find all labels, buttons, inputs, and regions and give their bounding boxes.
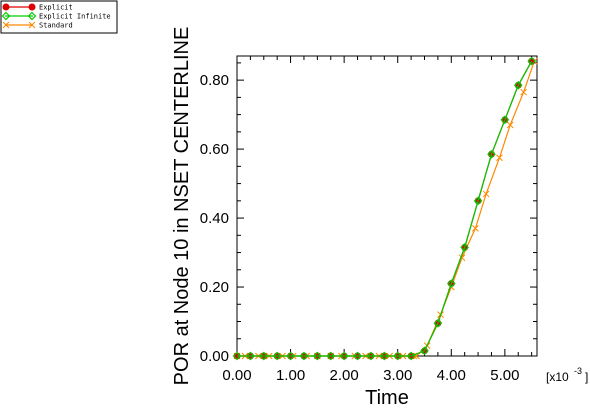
data-point-x	[520, 88, 527, 96]
data-point-diamond	[259, 351, 269, 361]
data-point-circle	[2, 3, 10, 11]
x-tick-label: 0.00	[222, 367, 251, 384]
x-multiplier-base: [x10	[546, 370, 569, 384]
legend-box	[0, 0, 118, 34]
legend-item: Standard	[2, 21, 73, 30]
x-multiplier-close: ]	[585, 370, 588, 384]
data-point-diamond	[433, 318, 443, 328]
y-axis-title: POR at Node 10 in NSET CENTERLINE	[171, 27, 193, 386]
series-line	[237, 60, 533, 357]
data-point-diamond	[406, 351, 416, 361]
series-layer	[232, 56, 538, 361]
series-line	[237, 60, 533, 357]
data-point-x	[413, 352, 420, 360]
x-tick-label: 4.00	[437, 367, 466, 384]
data-point-diamond	[487, 149, 496, 159]
series-standard	[233, 57, 538, 360]
data-point-x	[28, 21, 36, 29]
data-point-diamond	[473, 196, 483, 206]
legend-label: Explicit Infinite	[39, 13, 111, 21]
x-tick-label: 5.00	[490, 367, 519, 384]
data-point-diamond	[313, 351, 322, 361]
y-tick-label: 0.60	[200, 141, 229, 158]
data-point-diamond	[500, 115, 510, 125]
plot-frame	[236, 55, 538, 357]
x-tick-label: 2.00	[330, 367, 359, 384]
data-point-diamond	[246, 351, 255, 361]
legend-label: Standard	[39, 22, 73, 30]
data-point-diamond	[232, 351, 242, 361]
data-point-diamond	[460, 243, 470, 252]
data-point-diamond	[379, 351, 389, 361]
data-point-diamond	[286, 351, 295, 361]
series-explicit	[233, 57, 536, 360]
data-point-diamond	[513, 80, 523, 90]
data-point-diamond	[272, 351, 282, 361]
axis-ticks	[236, 56, 537, 357]
series-line	[237, 60, 535, 357]
x-tick-label: 3.00	[383, 367, 412, 384]
x-multiplier: [x10 -3 ]	[546, 366, 588, 384]
data-point-circle	[28, 3, 36, 11]
data-point-diamond	[299, 351, 309, 361]
legend-item: Explicit Infinite	[1, 11, 111, 21]
data-point-diamond	[393, 351, 403, 361]
data-point-diamond	[446, 279, 456, 288]
y-tick-label: 0.00	[200, 348, 229, 365]
data-point-x	[472, 225, 479, 232]
series-explicit-infinite	[232, 56, 536, 361]
data-point-diamond	[366, 351, 376, 361]
tick-labels: 0.00 1.00 2.00 3.00 4.00 5.00 0.00 0.20 0.40 0.60…	[200, 72, 520, 384]
data-point-x	[2, 21, 10, 29]
y-tick-label: 0.80	[200, 72, 229, 89]
data-point-x	[496, 154, 503, 162]
data-point-x	[482, 190, 490, 198]
data-point-x	[506, 121, 514, 129]
data-point-diamond	[527, 56, 536, 66]
y-tick-label: 0.40	[200, 210, 229, 227]
data-point-diamond	[420, 346, 429, 356]
x-tick-label: 1.00	[276, 367, 305, 384]
data-point-diamond	[326, 351, 336, 361]
x-axis-title: Time	[365, 387, 409, 408]
x-multiplier-exponent: -3	[574, 366, 582, 376]
legend-label: Explicit	[39, 4, 73, 12]
data-point-diamond	[27, 11, 37, 21]
y-tick-label: 0.20	[200, 279, 229, 296]
data-point-diamond	[339, 351, 349, 361]
data-point-diamond	[1, 11, 11, 21]
data-point-diamond	[353, 351, 362, 361]
legend-item: Explicit	[2, 3, 73, 12]
